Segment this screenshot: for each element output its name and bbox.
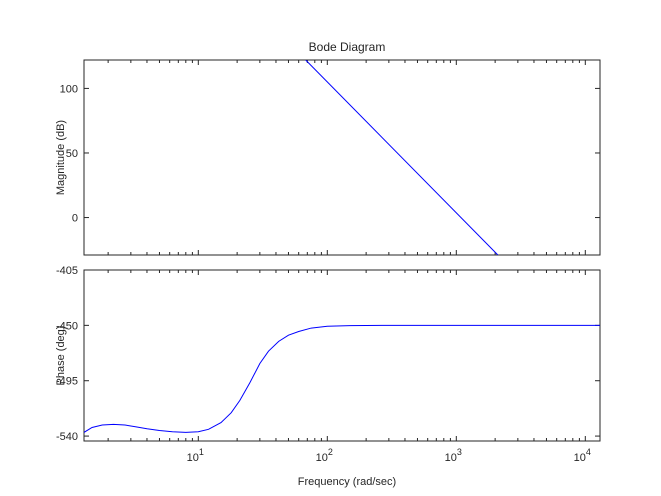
x-tick-label-exponent: 1 [199, 447, 204, 457]
phase-y-tick-label: -450 [56, 320, 78, 332]
phase-y-axis-label: Phase (deg) [55, 326, 67, 386]
x-tick-label-exponent: 2 [328, 447, 333, 457]
x-tick-label-base: 10 [187, 452, 199, 464]
axes-group: 100 50 0 Magnitude (dB) -405 -450 -495 -540 Phas… [55, 59, 601, 464]
x-tick-label: 103 [445, 447, 462, 464]
x-tick-label: 102 [316, 447, 333, 464]
phase-y-tick-label: -495 [56, 376, 78, 388]
x-tick-label-base: 10 [316, 452, 328, 464]
x-tick-label: 104 [574, 447, 591, 464]
phase-axes: -405 -450 -495 -540 Phase (deg) [55, 265, 601, 443]
magnitude-axes-box [83, 59, 601, 256]
x-axis-label: Frequency (rad/sec) [298, 476, 396, 488]
phase-axes-box [83, 269, 601, 442]
phase-y-tick-label: -540 [56, 431, 78, 443]
magnitude-y-tick-label: 50 [66, 148, 78, 160]
magnitude-y-axis-label: Magnitude (dB) [55, 120, 67, 195]
phase-y-tick-label: -405 [56, 265, 78, 277]
magnitude-series-line [305, 60, 499, 255]
x-tick-label-exponent: 3 [457, 447, 462, 457]
magnitude-axes: 100 50 0 Magnitude (dB) [55, 59, 601, 256]
x-tick-label: 101 [187, 447, 204, 464]
x-tick-label-base: 10 [445, 452, 457, 464]
magnitude-y-tick-label: 100 [60, 83, 78, 95]
magnitude-y-tick-label: 0 [72, 213, 78, 225]
chart-title: Bode Diagram [309, 40, 386, 54]
phase-series-line [84, 324, 600, 433]
x-tick-label-exponent: 4 [586, 447, 591, 457]
x-tick-label-base: 10 [574, 452, 586, 464]
